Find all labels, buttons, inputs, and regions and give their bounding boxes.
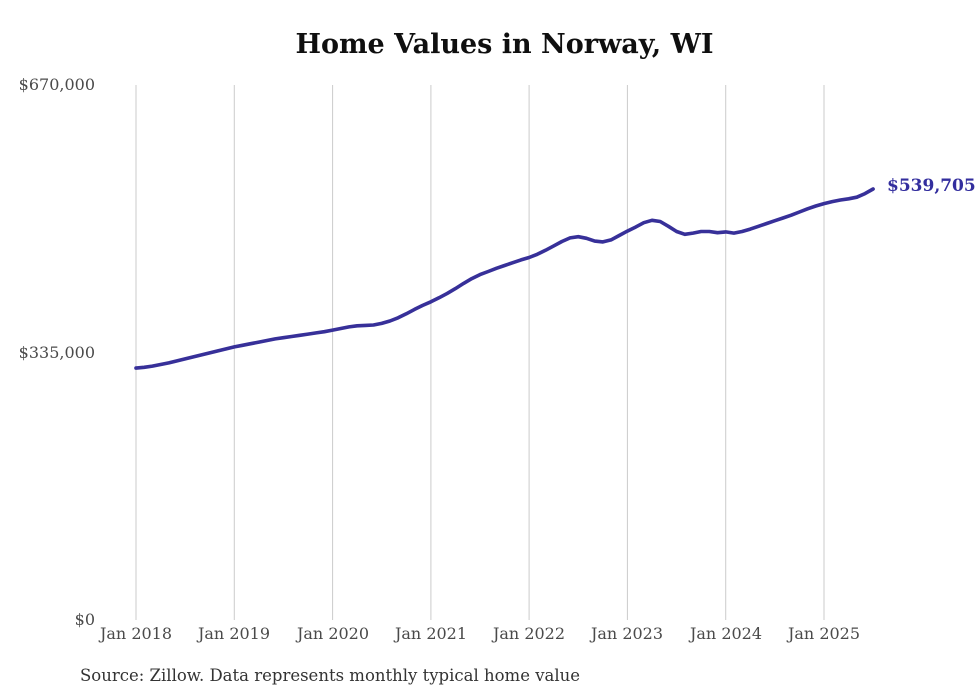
series-line <box>134 187 875 370</box>
x-tick-label-3: Jan 2021 <box>394 624 468 643</box>
x-tick-label-0: Jan 2018 <box>99 624 173 643</box>
x-tick-label-2: Jan 2020 <box>296 624 370 643</box>
y-tick-label-2: $0 <box>74 610 95 629</box>
x-tick-label-5: Jan 2023 <box>590 624 664 643</box>
y-tick-label-0: $670,000 <box>18 75 95 94</box>
source-note: Source: Zillow. Data represents monthly … <box>80 666 581 685</box>
chart-title: Home Values in Norway, WI <box>295 29 714 60</box>
x-tick-label-4: Jan 2022 <box>492 624 566 643</box>
gridlines <box>135 85 825 620</box>
x-tick-label-7: Jan 2025 <box>787 624 861 643</box>
x-tick-label-1: Jan 2019 <box>197 624 271 643</box>
y-tick-label-1: $335,000 <box>18 343 95 362</box>
x-tick-label-6: Jan 2024 <box>689 624 763 643</box>
series-end-label: $539,705 <box>887 176 976 196</box>
